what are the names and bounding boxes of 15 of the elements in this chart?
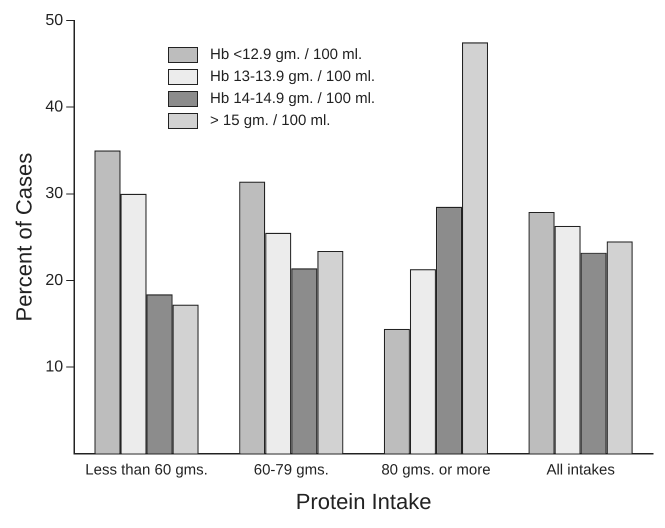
legend-label: > 15 gm. / 100 ml. — [210, 111, 330, 131]
x-tick-label: 80 gms. or more — [381, 462, 491, 479]
y-tick-label: 50 — [45, 12, 64, 30]
x-axis-title: Protein Intake — [296, 488, 432, 514]
y-tick-label: 20 — [45, 272, 64, 289]
x-tick-label: Less than 60 gms. — [85, 462, 208, 479]
y-tick-label: 30 — [45, 185, 64, 202]
legend-label: Hb 14-14.9 gm. / 100 ml. — [210, 89, 376, 109]
legend-label: Hb <12.9 gm. / 100 ml. — [210, 45, 362, 65]
y-tick-label: 10 — [45, 358, 64, 376]
y-tick-label: 40 — [45, 98, 64, 116]
x-tick-label: 60-79 gms. — [254, 462, 329, 479]
y-axis-title: Percent of Cases — [11, 152, 36, 322]
legend-label: Hb 13-13.9 gm. / 100 ml. — [210, 67, 376, 87]
x-tick-label: All intakes — [546, 462, 615, 479]
